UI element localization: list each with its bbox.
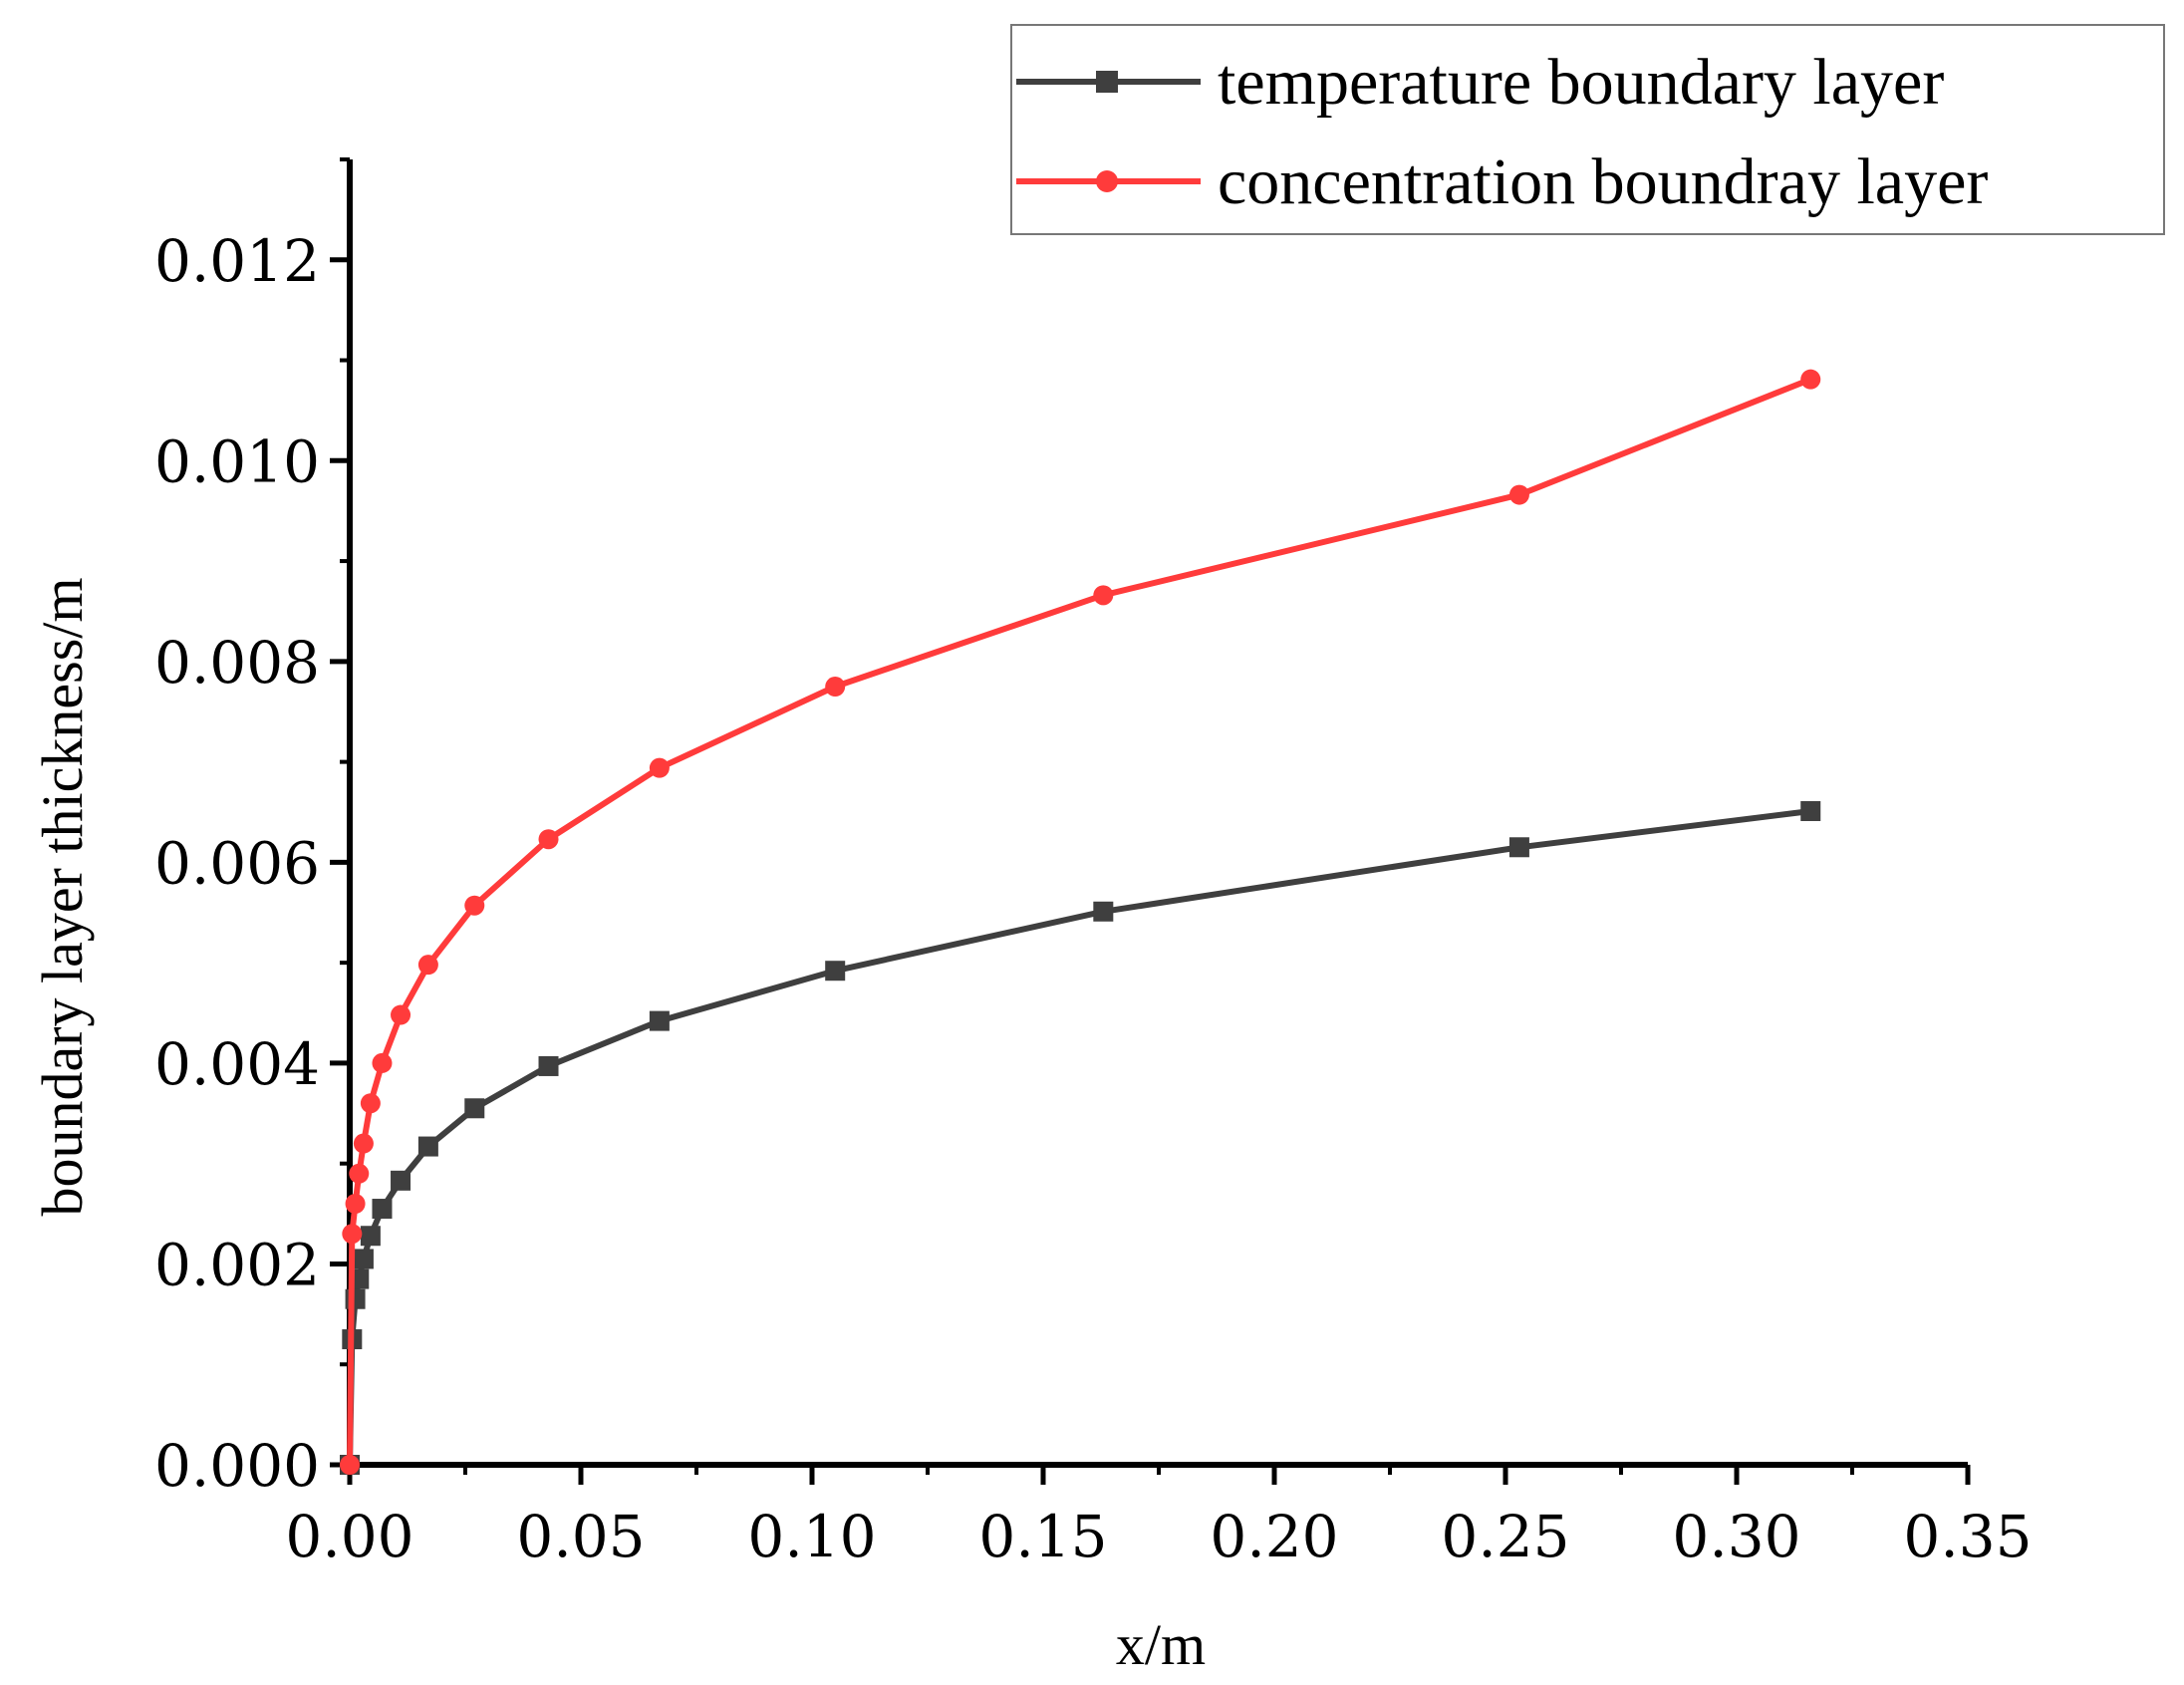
x-tick-label: 0.00 — [285, 1503, 413, 1570]
concentration-point — [464, 895, 485, 916]
concentration-point — [1508, 484, 1529, 505]
concentration-point — [353, 1133, 374, 1154]
temperature-point — [417, 1136, 438, 1157]
concentration-point — [417, 955, 438, 976]
concentration-point — [340, 1455, 360, 1475]
legend: temperature boundary layer concentration … — [1010, 24, 2165, 235]
legend-temperature-marker — [1096, 71, 1118, 93]
concentration-series — [340, 369, 1821, 1475]
y-tick-label: 0.008 — [154, 629, 320, 697]
x-tick-label: 0.25 — [1441, 1503, 1569, 1570]
concentration-point — [1800, 369, 1821, 390]
concentration-line — [347, 376, 1814, 1468]
y-tick-label: 0.012 — [154, 227, 320, 295]
temperature-point — [360, 1226, 381, 1247]
temperature-line — [347, 808, 1814, 1468]
concentration-point — [342, 1224, 363, 1245]
concentration-point — [649, 757, 670, 778]
temperature-point — [1093, 901, 1114, 922]
temperature-point — [464, 1098, 485, 1119]
legend-temperature-label: temperature boundary layer — [1218, 46, 1944, 119]
temperature-point — [353, 1249, 374, 1269]
y-tick-label: 0.000 — [154, 1432, 320, 1500]
concentration-point — [391, 1004, 411, 1025]
series-layer — [340, 369, 1821, 1475]
x-axis-title: x/m — [1116, 1612, 1206, 1677]
y-tick-label: 0.004 — [154, 1030, 320, 1098]
temperature-point — [1800, 800, 1821, 821]
temperature-point — [1508, 837, 1529, 858]
y-axis-title: boundary layer thickness/m — [30, 577, 95, 1216]
temperature-point — [825, 961, 846, 982]
temperature-point — [345, 1288, 366, 1309]
y-tick-label: 0.010 — [154, 427, 320, 495]
legend-concentration-marker — [1096, 170, 1118, 192]
y-tick-label: 0.002 — [154, 1231, 320, 1298]
temperature-point — [372, 1199, 393, 1220]
legend-concentration-label: concentration boundray layer — [1218, 145, 1988, 218]
x-tick-label: 0.35 — [1903, 1503, 2032, 1570]
ticks: 0.00 0.05 0.10 0.15 0.20 0.25 0.30 0.35 0.000 0.0… — [154, 157, 2033, 1570]
concentration-point — [1093, 585, 1114, 606]
concentration-point — [349, 1163, 370, 1184]
y-tick-label: 0.006 — [154, 829, 320, 897]
x-tick-label: 0.30 — [1672, 1503, 1800, 1570]
concentration-point — [345, 1194, 366, 1214]
temperature-series — [340, 800, 1821, 1475]
concentration-point — [360, 1093, 381, 1114]
concentration-point — [538, 829, 559, 850]
x-tick-label: 0.10 — [747, 1503, 876, 1570]
x-tick-label: 0.05 — [516, 1503, 645, 1570]
legend-box — [1010, 24, 2165, 235]
concentration-point — [372, 1052, 393, 1073]
temperature-point — [538, 1055, 559, 1076]
x-tick-label: 0.20 — [1210, 1503, 1338, 1570]
temperature-point — [649, 1010, 670, 1031]
temperature-point — [391, 1170, 411, 1191]
concentration-point — [825, 677, 846, 698]
x-tick-label: 0.15 — [978, 1503, 1107, 1570]
